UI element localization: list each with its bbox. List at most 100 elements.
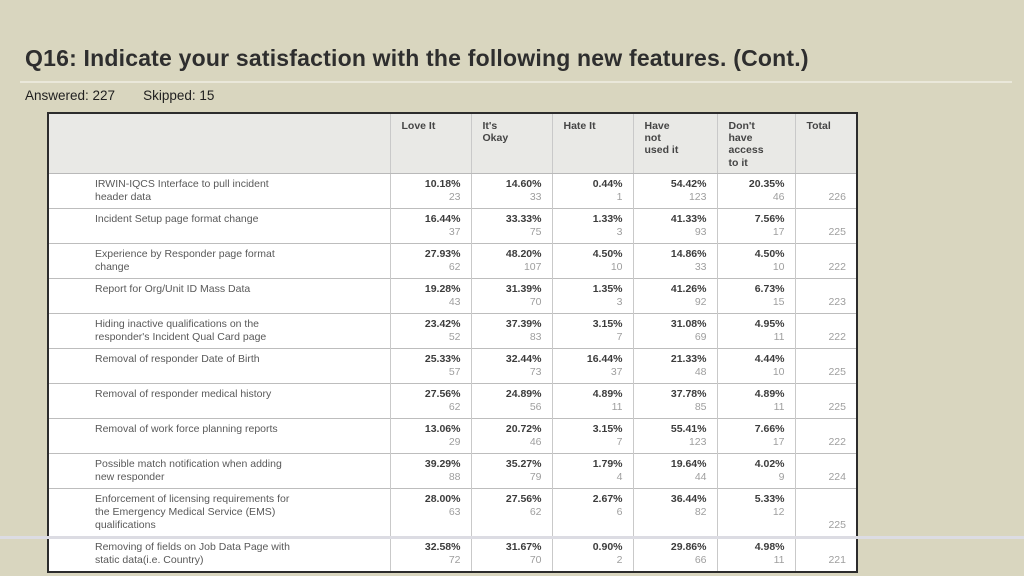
count-value: 72	[448, 554, 461, 567]
value-cell: 29.86% 66	[632, 536, 717, 572]
value-cell: 41.26% 92	[632, 277, 717, 314]
count-value: 52	[448, 330, 461, 343]
count-value: 83	[529, 330, 542, 343]
row-label: Experience by Responder page format chan…	[49, 242, 390, 279]
value-cell: 37.39% 83	[470, 312, 552, 349]
count-value: 75	[529, 225, 542, 238]
count-value: 2	[616, 554, 623, 567]
count-value: 7	[616, 435, 623, 448]
count-value: 11	[773, 330, 785, 343]
percent-value: 16.44%	[586, 352, 623, 365]
percent-value: 29.86%	[670, 541, 707, 554]
value-cell: 32.58% 72	[389, 536, 471, 572]
skipped-count: Skipped: 15	[143, 88, 215, 103]
total-value: 225	[794, 487, 856, 537]
value-cell: 37.78% 85	[632, 382, 717, 419]
value-cell: 27.56% 62	[470, 487, 552, 537]
value-cell: 35.27% 79	[470, 452, 552, 489]
percent-value: 41.26%	[670, 282, 707, 295]
count-value: 11	[773, 400, 785, 413]
value-cell: 3.15% 7	[551, 417, 633, 454]
count-value: 62	[448, 400, 461, 413]
value-cell: 48.20% 107	[470, 242, 552, 279]
count-value: 3	[616, 225, 623, 238]
count-value: 88	[448, 470, 461, 483]
value-cell: 55.41% 123	[632, 417, 717, 454]
count-value: 107	[523, 260, 542, 273]
percent-value: 19.28%	[424, 282, 461, 295]
value-cell: 0.44% 1	[551, 173, 633, 209]
percent-value: 4.89%	[754, 387, 785, 400]
value-cell: 20.35% 46	[716, 173, 795, 209]
value-cell: 24.89% 56	[470, 382, 552, 419]
count-value: 123	[688, 435, 707, 448]
percent-value: 1.35%	[592, 282, 623, 295]
count-value: 9	[778, 470, 785, 483]
row-label: Report for Org/Unit ID Mass Data	[49, 277, 390, 314]
count-value: 12	[772, 505, 785, 518]
table-row: Experience by Responder page format chan…	[49, 242, 856, 279]
count-value: 3	[616, 295, 623, 308]
percent-value: 3.15%	[592, 422, 623, 435]
count-value: 44	[694, 470, 707, 483]
percent-value: 32.44%	[505, 352, 542, 365]
total-value: 223	[794, 277, 856, 314]
table-row: Removing of fields on Job Data Page with…	[49, 536, 856, 572]
row-label: Removing of fields on Job Data Page with…	[49, 536, 390, 572]
value-cell: 1.79% 4	[551, 452, 633, 489]
count-value: 1	[616, 190, 623, 203]
value-cell: 16.44% 37	[551, 347, 633, 384]
percent-value: 4.44%	[754, 352, 785, 365]
value-cell: 2.67% 6	[551, 487, 633, 537]
count-value: 17	[772, 225, 785, 238]
table-row: Report for Org/Unit ID Mass Data 19.28% 43…	[49, 277, 856, 314]
percent-value: 31.39%	[505, 282, 542, 295]
percent-value: 28.00%	[424, 492, 461, 505]
count-value: 29	[448, 435, 461, 448]
percent-value: 54.42%	[670, 177, 707, 190]
percent-value: 19.64%	[670, 457, 707, 470]
percent-value: 14.60%	[505, 177, 542, 190]
total-value: 222	[794, 242, 856, 279]
value-cell: 27.93% 62	[389, 242, 471, 279]
percent-value: 27.56%	[505, 492, 542, 505]
value-cell: 14.60% 33	[470, 173, 552, 209]
value-cell: 6.73% 15	[716, 277, 795, 314]
row-label: Possible match notification when adding …	[49, 452, 390, 489]
percent-value: 7.66%	[754, 422, 785, 435]
count-value: 4	[616, 470, 623, 483]
percent-value: 5.33%	[754, 492, 785, 505]
value-cell: 14.86% 33	[632, 242, 717, 279]
row-label: Incident Setup page format change	[49, 207, 390, 244]
count-value: 82	[694, 505, 707, 518]
count-value: 56	[529, 400, 542, 413]
count-value: 48	[694, 365, 707, 378]
count-value: 15	[772, 295, 785, 308]
percent-value: 37.78%	[670, 387, 707, 400]
total-value: 222	[794, 312, 856, 349]
count-value: 43	[448, 295, 461, 308]
total-value: 226	[794, 173, 856, 209]
table-row: IRWIN-IQCS Interface to pull incident he…	[49, 173, 856, 209]
value-cell: 4.02% 9	[716, 452, 795, 489]
value-cell: 36.44% 82	[632, 487, 717, 537]
percent-value: 7.56%	[754, 212, 785, 225]
count-value: 70	[529, 554, 542, 567]
total-value: 222	[794, 417, 856, 454]
total-value: 225	[794, 347, 856, 384]
column-header: It's Okay	[470, 114, 552, 174]
percent-value: 4.95%	[754, 317, 785, 330]
count-value: 33	[694, 260, 707, 273]
value-cell: 27.56% 62	[389, 382, 471, 419]
title-underline	[20, 81, 1012, 83]
value-cell: 33.33% 75	[470, 207, 552, 244]
percent-value: 24.89%	[505, 387, 542, 400]
total-value: 221	[794, 536, 856, 572]
percent-value: 4.02%	[754, 457, 785, 470]
column-header	[49, 114, 390, 174]
column-header: Have not used it	[632, 114, 717, 174]
value-cell: 41.33% 93	[632, 207, 717, 244]
value-cell: 4.50% 10	[716, 242, 795, 279]
percent-value: 41.33%	[670, 212, 707, 225]
table-row: Incident Setup page format change 16.44% 3…	[49, 207, 856, 244]
